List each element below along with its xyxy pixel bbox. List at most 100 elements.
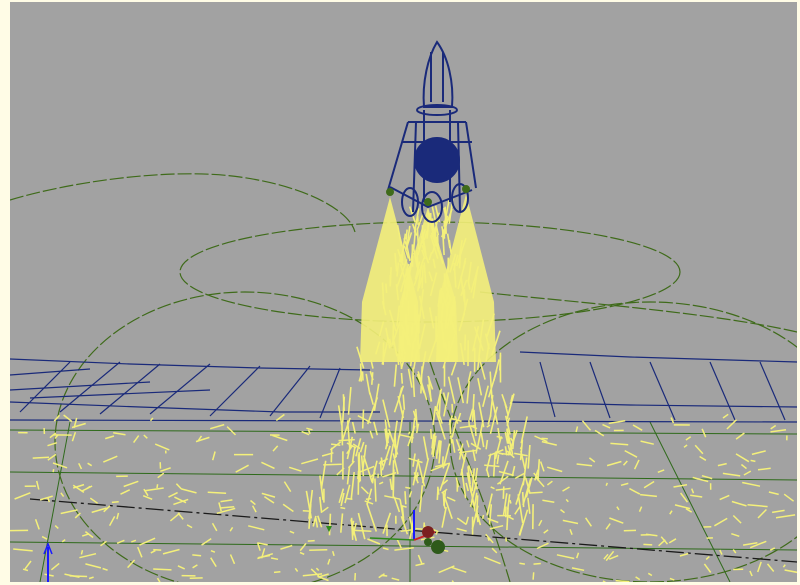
exhaust-streak <box>409 341 415 367</box>
debris-streak <box>638 506 643 512</box>
exhaust-streak <box>506 417 511 427</box>
exhaust-streak <box>346 420 351 448</box>
exhaust-streak <box>452 254 459 271</box>
exhaust-streak <box>507 444 512 454</box>
debris-streak <box>307 539 315 542</box>
exhaust-streak <box>370 359 374 369</box>
debris-streak <box>722 413 729 419</box>
exhaust-streak <box>408 275 411 292</box>
exhaust-streak <box>356 346 365 369</box>
debris-streak <box>54 434 59 439</box>
debris-streak <box>514 505 521 515</box>
debris-streak <box>160 467 171 473</box>
exhaust-streak <box>429 272 438 297</box>
exhaust-streak <box>439 463 451 492</box>
debris-streak <box>153 548 162 551</box>
debris-streak <box>602 423 611 429</box>
exhaust-streak <box>378 321 385 337</box>
debris-streak <box>347 460 355 469</box>
exhaust-streak <box>401 330 405 360</box>
exhaust-streak <box>430 232 438 247</box>
debris-streak <box>535 477 545 488</box>
debris-streak <box>123 480 139 488</box>
debris-streak <box>174 496 187 504</box>
debris-streak <box>783 493 795 502</box>
debris-streak <box>775 514 796 519</box>
exhaust-streak <box>470 265 480 293</box>
debris-streak <box>35 480 40 490</box>
debris-streak <box>602 580 607 582</box>
exhaust-streak <box>471 394 475 422</box>
debris-streak <box>331 443 341 446</box>
debris-streak <box>364 500 374 505</box>
transform-gizmo[interactable] <box>326 510 445 554</box>
debris-streak <box>495 487 511 491</box>
debris-streak <box>694 444 704 455</box>
debris-streak <box>735 453 750 463</box>
debris-streak <box>127 559 136 569</box>
debris-streak <box>157 472 165 479</box>
exhaust-streak <box>435 406 443 424</box>
debris-streak <box>624 449 638 458</box>
exhaust-streak <box>357 512 366 540</box>
debris-streak <box>34 518 40 530</box>
debris-streak <box>272 434 288 442</box>
exhaust-streak <box>476 420 484 449</box>
exhaust-streak <box>443 392 450 417</box>
debris-streak <box>385 428 388 439</box>
debris-streak <box>635 576 641 581</box>
debris-streak <box>534 435 548 443</box>
exhaust-streak <box>466 380 470 404</box>
debris-streak <box>294 567 299 572</box>
exhaust-streak <box>504 431 509 444</box>
exhaust-streak <box>428 307 435 329</box>
debris-streak <box>487 517 499 524</box>
debris-streak <box>660 536 669 545</box>
exhaust-streak <box>421 458 430 484</box>
debris-streak <box>405 486 411 490</box>
exhaust-streak <box>404 318 410 345</box>
debris-streak <box>413 474 420 479</box>
debris-streak <box>53 414 61 422</box>
debris-streak <box>443 503 446 509</box>
debris-streak <box>235 464 249 473</box>
exhaust-streak <box>501 393 508 409</box>
exhaust-streak <box>392 420 398 445</box>
exhaust-streak <box>446 305 449 316</box>
exhaust-streak <box>402 394 406 410</box>
exhaust-streak <box>431 434 435 449</box>
debris-streak <box>408 431 411 435</box>
exhaust-streak <box>506 507 509 531</box>
debris-streak <box>338 438 355 442</box>
debris-streak <box>530 491 543 494</box>
debris-streak <box>301 458 319 465</box>
debris-streak <box>116 539 125 544</box>
exhaust-streak <box>460 279 468 297</box>
debris-streak <box>732 549 737 554</box>
exhaust-streak <box>350 471 355 499</box>
debris-streak <box>346 497 353 500</box>
debris-streak <box>629 487 641 495</box>
debris-streak <box>603 553 609 560</box>
debris-streak <box>47 453 57 461</box>
debris-streak <box>430 463 447 472</box>
exhaust-streak <box>460 468 467 499</box>
exhaust-streak <box>388 443 395 466</box>
exhaust-streak <box>455 477 460 488</box>
debris-streak <box>784 569 797 574</box>
debris-streak <box>301 430 310 436</box>
debris-streak <box>120 489 131 495</box>
debris-streak <box>770 429 787 433</box>
exhaust-streak <box>485 453 492 471</box>
exhaust-streak <box>361 371 364 381</box>
exhaust-streak <box>365 373 371 395</box>
debris-streak <box>307 429 311 435</box>
exhaust-streak <box>401 505 405 519</box>
scene-canvas[interactable] <box>10 2 797 582</box>
rocket-wireframe[interactable] <box>386 40 477 223</box>
exhaust-streak <box>469 484 477 507</box>
debris-streak <box>32 456 50 459</box>
exhaust-streak <box>401 346 407 355</box>
debris-streak <box>622 460 628 466</box>
perspective-viewport[interactable] <box>10 2 797 582</box>
